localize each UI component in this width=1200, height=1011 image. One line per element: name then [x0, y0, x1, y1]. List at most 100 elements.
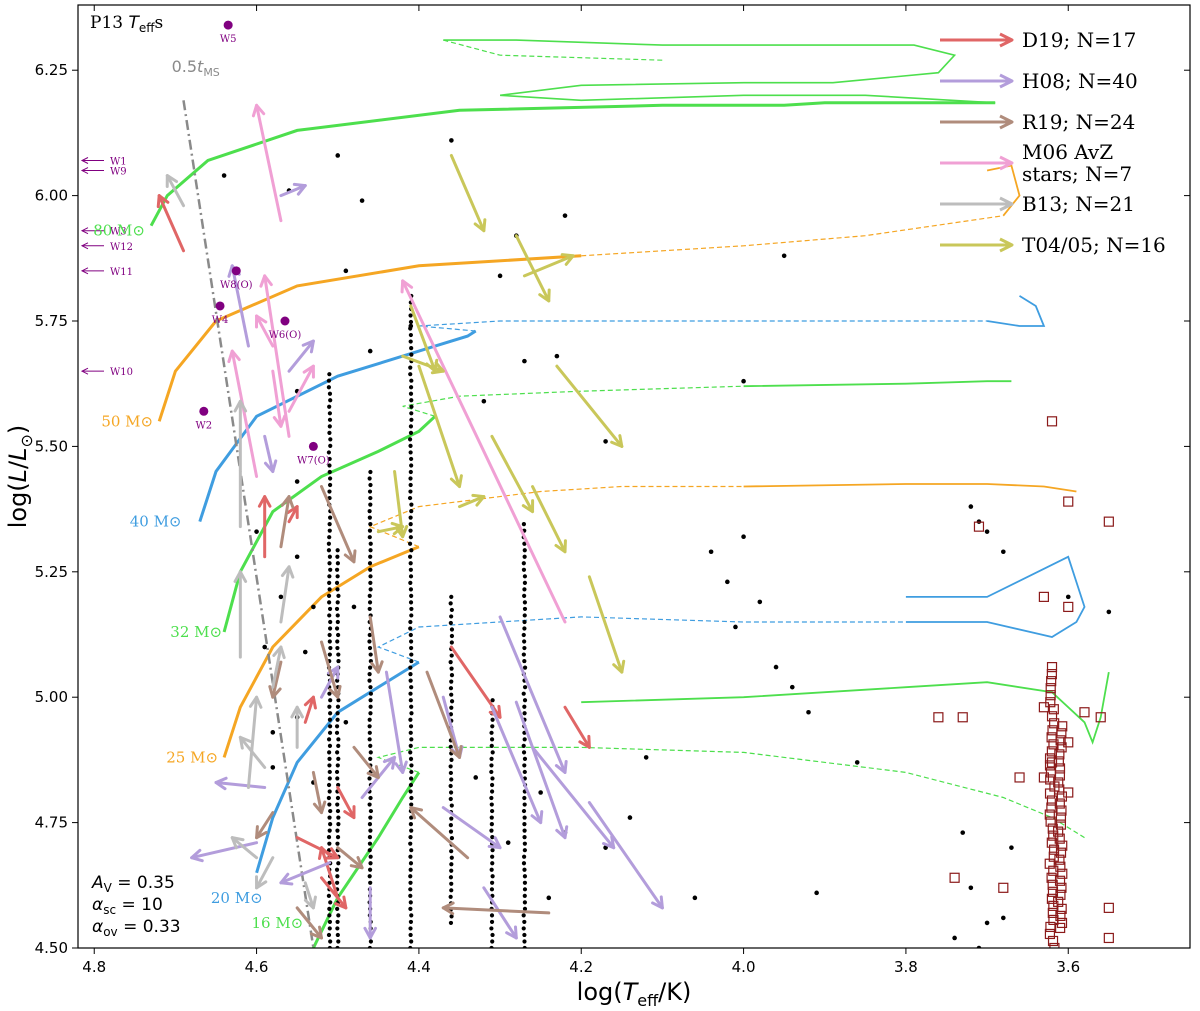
star-point	[409, 398, 413, 402]
star-point	[1066, 595, 1071, 600]
star-point	[522, 763, 526, 767]
star-point	[522, 868, 526, 872]
star-point	[969, 886, 974, 891]
legend-entry: B13; N=21	[940, 192, 1135, 216]
star-point	[408, 835, 412, 839]
star-point	[490, 881, 494, 885]
star-point	[409, 574, 413, 578]
arrow-h08	[533, 747, 614, 847]
rsg-square	[1015, 773, 1024, 782]
rsg-square	[1048, 663, 1057, 672]
track-mass-label: 25 M⊙	[166, 748, 218, 766]
y-tick-label: 5.00	[35, 688, 68, 706]
star-point	[368, 574, 372, 578]
star-point	[369, 652, 373, 656]
star-point	[328, 789, 332, 793]
arrow-h08-shaft	[443, 808, 500, 848]
star-point	[335, 639, 339, 643]
star-point	[327, 913, 331, 917]
track-late-6	[581, 672, 1109, 742]
star-point	[327, 385, 331, 389]
star-point	[367, 776, 371, 780]
star-point	[814, 891, 819, 896]
star-point	[603, 439, 608, 444]
star-point	[368, 522, 372, 526]
x-axis-label-part: eff	[637, 991, 659, 1010]
y-tick-label: 5.50	[35, 437, 68, 455]
star-point	[368, 470, 372, 474]
rsg-square	[1104, 933, 1113, 942]
track-mass-label: 50 M⊙	[101, 412, 153, 430]
star-point	[409, 652, 413, 656]
star-point	[409, 920, 413, 924]
star-point	[409, 646, 413, 650]
star-point	[449, 764, 453, 768]
y-axis-label-part: ⊙	[17, 434, 36, 447]
legend: D19; N=17H08; N=40R19; N=24M06 AvZstars;…	[940, 28, 1166, 257]
star-point	[327, 815, 331, 819]
star-point	[522, 933, 526, 937]
wr-point	[224, 21, 233, 30]
star-point	[523, 666, 527, 670]
star-point	[360, 198, 365, 203]
star-point	[490, 868, 494, 872]
param-annotation: αov = 0.33	[92, 917, 181, 939]
star-point	[368, 685, 372, 689]
track-dashed-2	[419, 321, 987, 331]
star-point	[490, 848, 494, 852]
star-point	[1001, 549, 1006, 554]
legend-entry: H08; N=40	[940, 69, 1138, 93]
star-point	[490, 835, 494, 839]
star-point	[368, 502, 372, 506]
star-point	[409, 502, 413, 506]
star-point	[335, 555, 339, 559]
y-tick-label: 5.75	[35, 312, 68, 330]
param-annotation: AV = 0.35	[91, 873, 175, 895]
star-point	[409, 411, 413, 415]
star-point	[523, 894, 527, 898]
star-point	[774, 665, 779, 670]
star-point	[369, 692, 373, 696]
star-point	[409, 698, 413, 702]
star-point	[449, 823, 453, 827]
star-point	[409, 913, 413, 917]
star-point	[409, 600, 413, 604]
star-point	[409, 861, 413, 865]
star-point	[490, 920, 494, 924]
star-point	[523, 874, 527, 878]
arrow-m06	[253, 105, 281, 220]
star-point	[409, 392, 413, 396]
star-point	[408, 437, 412, 441]
star-point	[408, 366, 412, 370]
star-point	[327, 894, 331, 898]
star-point	[327, 561, 331, 565]
star-point	[522, 692, 526, 696]
param-annotation: αsc = 10	[92, 895, 163, 917]
wr-point	[199, 407, 208, 416]
star-point	[328, 522, 332, 526]
star-point	[327, 613, 331, 617]
star-point	[409, 900, 413, 904]
star-point	[409, 933, 413, 937]
star-point	[327, 535, 331, 539]
track-mass-label: 32 M⊙	[170, 623, 222, 641]
star-point	[335, 607, 339, 611]
rsg-square	[1064, 602, 1073, 611]
star-point	[279, 595, 284, 600]
star-point	[409, 639, 413, 643]
track-late-2	[987, 296, 1044, 326]
star-point	[523, 737, 527, 741]
star-point	[336, 548, 340, 552]
star-point	[522, 594, 526, 598]
star-point	[522, 861, 526, 865]
star-point	[327, 750, 331, 754]
track-late-5	[906, 557, 1085, 637]
star-point	[449, 614, 453, 618]
star-point	[490, 933, 494, 937]
star-point	[449, 667, 453, 671]
star-point	[327, 835, 331, 839]
star-point	[490, 789, 494, 793]
star-point	[523, 607, 527, 611]
star-point	[327, 594, 331, 598]
track-mass-label: 40 M⊙	[130, 513, 182, 531]
